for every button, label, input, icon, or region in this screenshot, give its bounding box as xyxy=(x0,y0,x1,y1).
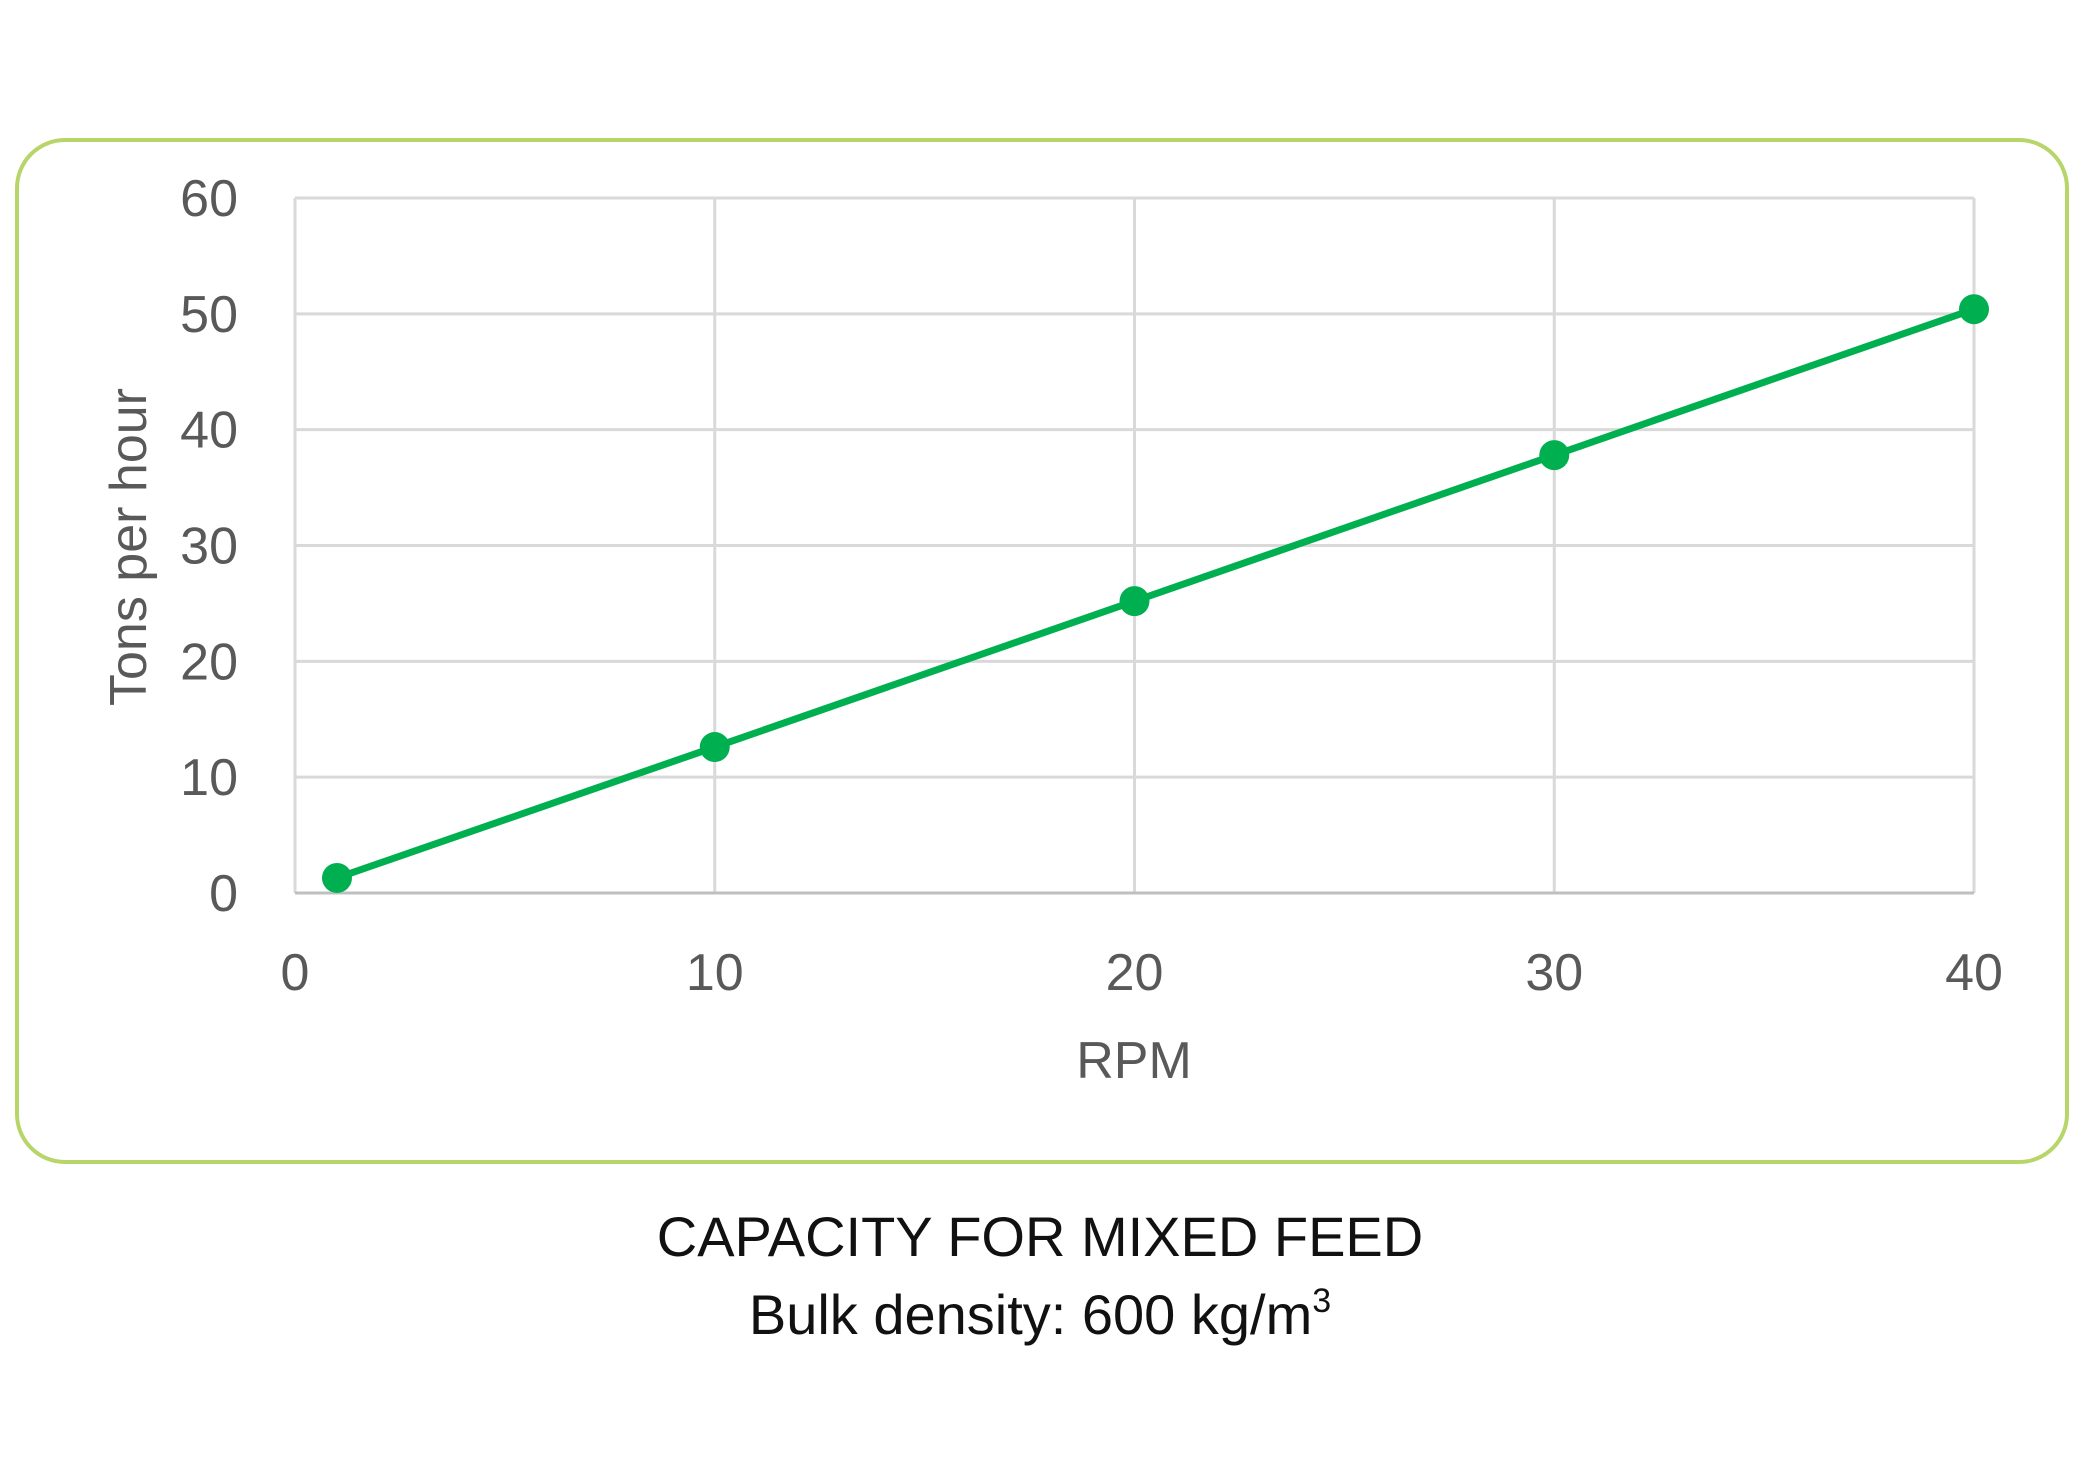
y-tick-label: 50 xyxy=(180,286,238,344)
x-tick-label: 40 xyxy=(1945,944,2003,1002)
data-point xyxy=(1959,294,1989,325)
caption-subtitle: Bulk density: 600 kg/m3 xyxy=(749,1282,1331,1346)
y-axis-title: Tons per hour xyxy=(100,388,158,706)
data-point xyxy=(1539,440,1570,471)
y-tick-label: 60 xyxy=(180,170,238,228)
x-tick-label: 0 xyxy=(281,944,310,1002)
data-point xyxy=(699,732,730,763)
x-tick-label: 20 xyxy=(1106,944,1164,1002)
y-tick-label: 10 xyxy=(180,749,238,807)
series-layer xyxy=(321,294,1989,893)
x-tick-label: 10 xyxy=(686,944,744,1002)
x-tick-label: 30 xyxy=(1525,944,1583,1002)
y-tick-label: 30 xyxy=(180,518,238,576)
caption-title: CAPACITY FOR MIXED FEED xyxy=(657,1205,1423,1268)
x-axis-title: RPM xyxy=(1076,1032,1192,1090)
caption-subtitle-superscript: 3 xyxy=(1312,1282,1331,1320)
caption-subtitle-main: Bulk density: 600 kg/m xyxy=(749,1283,1312,1346)
tick-labels: 0 10 20 30 40 50 60 0 10 20 30 40 xyxy=(180,170,2003,1002)
chart-frame xyxy=(15,138,2069,1164)
data-point xyxy=(1119,586,1150,617)
y-tick-label: 20 xyxy=(180,633,238,691)
data-point xyxy=(321,862,352,893)
y-tick-label: 40 xyxy=(180,402,238,460)
y-tick-label: 0 xyxy=(209,865,238,923)
